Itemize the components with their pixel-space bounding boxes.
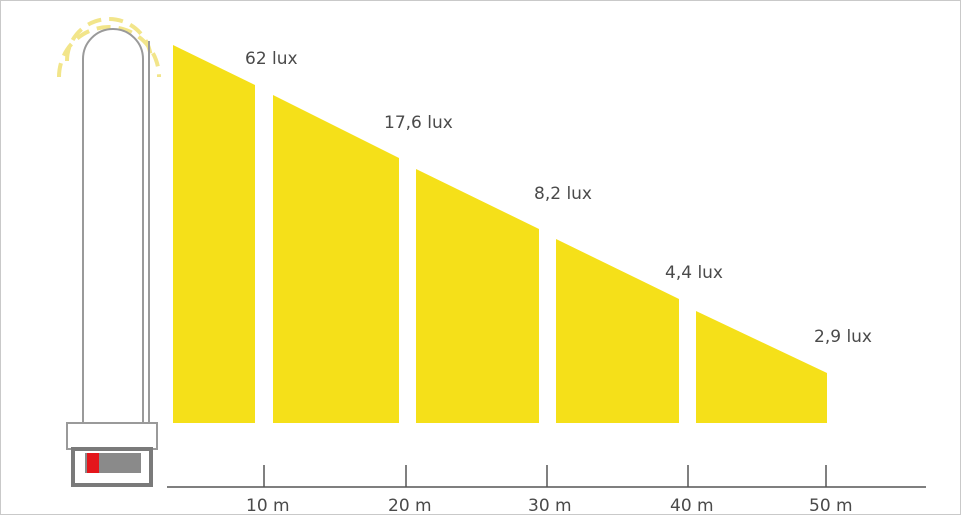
- light-segment-10m: [173, 45, 255, 423]
- tick-label-30m: 30 m: [528, 496, 572, 516]
- led-indicator: [87, 453, 99, 473]
- lux-label-40m: 4,4 lux: [665, 263, 723, 283]
- light-segment-50m: [696, 311, 827, 423]
- tick-label-50m: 50 m: [809, 496, 853, 516]
- light-segment-40m: [556, 239, 679, 423]
- tick-label-20m: 20 m: [388, 496, 432, 516]
- lamp-tube: [82, 28, 144, 424]
- lux-label-30m: 8,2 lux: [534, 184, 592, 204]
- lux-label-50m: 2,9 lux: [814, 327, 872, 347]
- tick-label-10m: 10 m: [246, 496, 290, 516]
- lux-label-10m: 62 lux: [245, 49, 298, 69]
- lux-label-20m: 17,6 lux: [384, 113, 453, 133]
- light-segment-30m: [416, 169, 539, 423]
- light-glow-icon: [57, 17, 161, 78]
- light-segment-20m: [273, 95, 399, 423]
- axis-ticks: [263, 465, 827, 487]
- lamp-collar: [66, 422, 158, 450]
- light-segments: [173, 45, 827, 423]
- lamp-icon: [57, 17, 161, 487]
- tick-label-40m: 40 m: [670, 496, 714, 516]
